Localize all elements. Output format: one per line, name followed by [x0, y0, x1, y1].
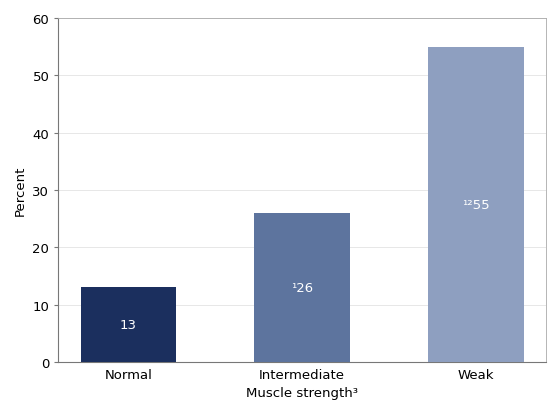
- Text: 13: 13: [120, 318, 137, 331]
- Y-axis label: Percent: Percent: [14, 165, 27, 216]
- Text: ¹26: ¹26: [291, 281, 313, 294]
- Bar: [254, 214, 350, 362]
- Bar: [428, 47, 524, 362]
- X-axis label: Muscle strength³: Muscle strength³: [246, 386, 358, 399]
- Text: ¹²55: ¹²55: [463, 198, 490, 211]
- Bar: [81, 288, 176, 362]
